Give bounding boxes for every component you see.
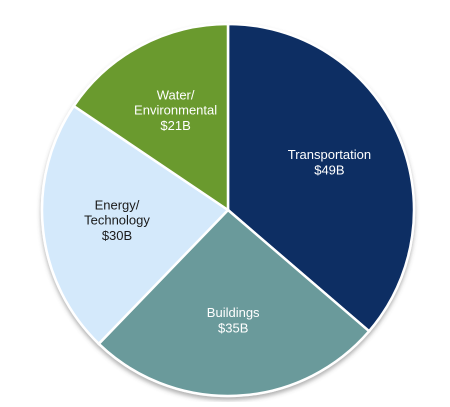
slice-label-line: Buildings (207, 305, 260, 320)
pie-slice (226, 22, 416, 333)
value-label: $35B (218, 320, 248, 335)
slice-label-line: Technology (84, 213, 150, 228)
pie (40, 22, 416, 398)
slice-label-line: Water/ (157, 88, 195, 103)
pie-labels: Transportation$49B Buildings$35B Energy/Te… (84, 88, 371, 336)
slice-label-line: Transportation (288, 147, 371, 162)
pie-slice (72, 22, 230, 213)
slice-label-line: Energy/ (95, 198, 140, 213)
value-label: $49B (314, 162, 344, 177)
value-label: $21B (160, 118, 190, 133)
slice-label: Water/Environmental (134, 88, 217, 118)
pie-slice (40, 104, 230, 346)
value-label: $30B (102, 228, 132, 243)
slice-label-line: Environmental (134, 103, 217, 118)
pie-slice (97, 208, 371, 398)
slice-label: Transportation (288, 147, 371, 162)
slice-label: Buildings (207, 305, 260, 320)
slice-label: Energy/Technology (84, 198, 150, 228)
